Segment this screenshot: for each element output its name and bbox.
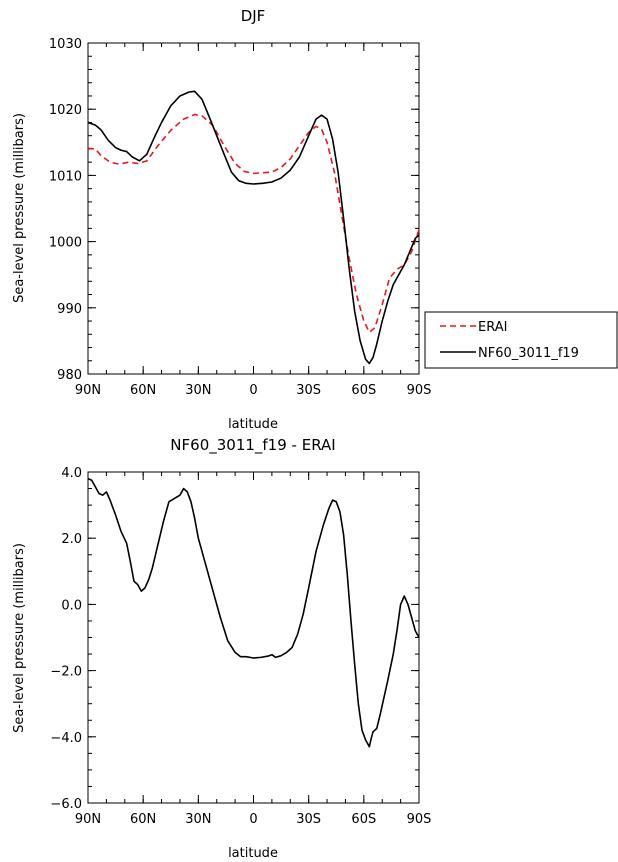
- top-ticks: [87, 42, 420, 375]
- bottom-x-tick-label: 90N: [75, 812, 101, 827]
- legend: ERAI NF60_3011_f19: [424, 311, 618, 369]
- bottom-y-tick-labels: −6.0 −4.0 −2.0 0.0 2.0 4.0: [50, 466, 82, 812]
- bottom-y-tick-label: 0.0: [61, 598, 82, 613]
- bottom-x-tick-label: 60N: [130, 812, 156, 827]
- top-y-tick-label: 990: [57, 302, 82, 317]
- bottom-y-tick-label: 2.0: [61, 532, 82, 547]
- top-y-tick-label: 1000: [49, 236, 82, 251]
- bottom-y-tick-label: −2.0: [50, 665, 82, 680]
- bottom-y-axis-label: Sea-level pressure (millibars): [12, 543, 27, 733]
- top-x-tick-label: 0: [249, 383, 257, 398]
- bottom-x-tick-label: 30N: [185, 812, 211, 827]
- top-x-axis-label: latitude: [228, 417, 278, 432]
- bottom-chart-title: NF60_3011_f19 - ERAI: [170, 436, 335, 455]
- top-x-tick-labels: 90N 60N 30N 0 30S 60S 90S: [75, 383, 432, 398]
- top-x-tick-label: 90S: [407, 383, 432, 398]
- bottom-panel: NF60_3011_f19 - ERAI 90N 60N 30N 0 30S 60S 90S…: [12, 436, 431, 861]
- top-y-axis-label: Sea-level pressure (millibars): [12, 113, 27, 303]
- bottom-series: [87, 477, 420, 748]
- legend-box: [424, 311, 618, 369]
- top-plot-frame: [87, 42, 420, 375]
- top-y-tick-label: 1030: [49, 37, 82, 52]
- top-panel: DJF 90N 60N 30N 0 30S 60S 90S 980 990 1000 1010 10…: [12, 7, 431, 432]
- bottom-x-tick-labels: 90N 60N 30N 0 30S 60S 90S: [75, 812, 432, 827]
- top-chart-title: DJF: [241, 7, 266, 25]
- top-y-tick-labels: 980 990 1000 1010 1020 1030: [49, 37, 82, 383]
- bottom-x-tick-label: 90S: [407, 812, 432, 827]
- top-series-line-nf60-3011-f19: [87, 90, 420, 365]
- legend-label-erai: ERAI: [478, 320, 507, 335]
- top-x-tick-label: 60N: [130, 383, 156, 398]
- top-x-tick-label: 60S: [351, 383, 376, 398]
- bottom-ticks: [87, 471, 420, 804]
- top-y-tick-label: 980: [57, 368, 82, 383]
- top-y-tick-label: 1020: [49, 103, 82, 118]
- top-x-tick-label: 90N: [75, 383, 101, 398]
- top-series-line-erai: [87, 113, 420, 334]
- bottom-series-line-0: [87, 477, 420, 748]
- bottom-x-tick-label: 30S: [296, 812, 321, 827]
- bottom-y-tick-label: 4.0: [61, 466, 82, 481]
- bottom-x-axis-label: latitude: [228, 846, 278, 861]
- top-x-tick-label: 30N: [185, 383, 211, 398]
- legend-label-nf60: NF60_3011_f19: [478, 346, 579, 361]
- bottom-y-tick-label: −6.0: [50, 797, 82, 812]
- top-x-tick-label: 30S: [296, 383, 321, 398]
- bottom-x-tick-label: 60S: [351, 812, 376, 827]
- bottom-x-tick-label: 0: [249, 812, 257, 827]
- bottom-plot-frame: [87, 471, 420, 804]
- top-series: [87, 90, 420, 365]
- bottom-y-tick-label: −4.0: [50, 731, 82, 746]
- top-y-tick-label: 1010: [49, 169, 82, 184]
